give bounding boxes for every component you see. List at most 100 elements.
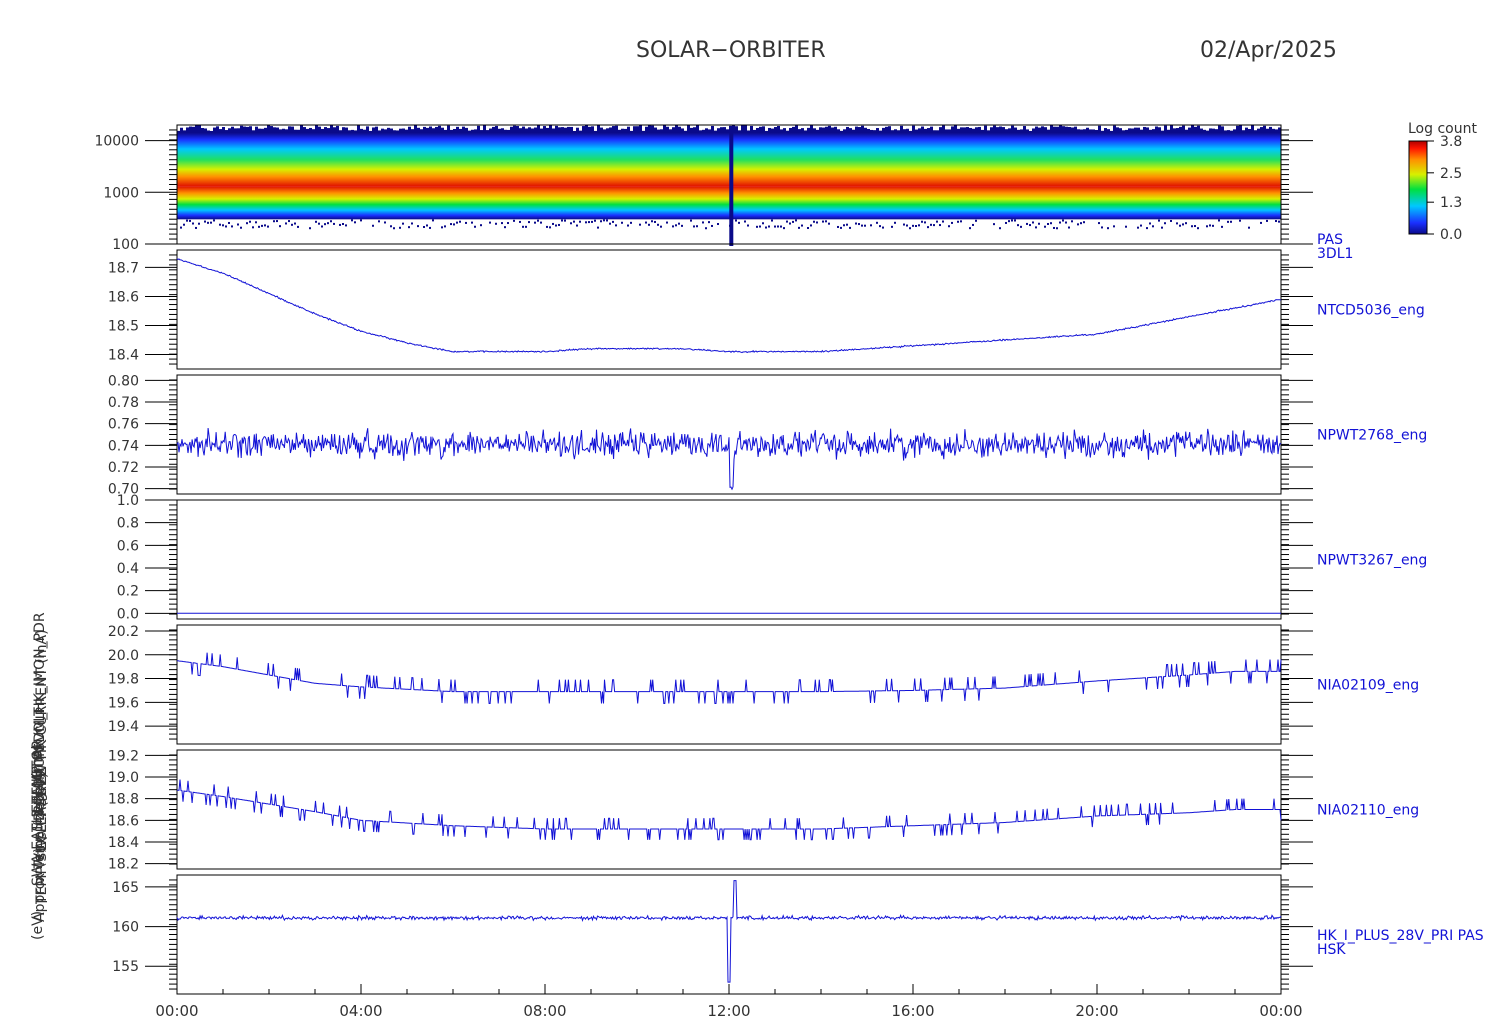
spectrogram-top-edge <box>924 128 927 134</box>
spectrogram-low-speckle <box>489 221 491 224</box>
spectrogram-low-speckle <box>471 221 473 224</box>
panel-6-tick-label: 18.8 <box>108 792 139 808</box>
spectrogram-low-speckle <box>1194 225 1196 228</box>
spectrogram-low-speckle <box>384 221 386 224</box>
spectrogram-low-speckle <box>612 220 614 223</box>
panel-3-right-label: NPWT2768_eng <box>1317 428 1427 444</box>
spectrogram-low-speckle <box>1266 219 1268 222</box>
spectrogram-low-speckle <box>294 222 296 225</box>
spectrogram-top-edge <box>750 125 753 134</box>
spectrogram-top-edge <box>1029 130 1032 134</box>
spectrogram-top-edge <box>291 126 294 134</box>
spectrogram-low-speckle <box>240 226 242 229</box>
spectrogram-low-speckle <box>417 225 419 228</box>
spectrogram-top-edge <box>303 127 306 134</box>
panel-4-tick-label: 0.2 <box>117 584 139 600</box>
panel-1-tick-label: 1000 <box>103 185 139 201</box>
spectrogram-top-edge <box>858 127 861 134</box>
spectrogram-low-speckle <box>1005 221 1007 224</box>
spectrogram-top-edge <box>873 130 876 134</box>
spectrogram-low-speckle <box>672 225 674 228</box>
spectrogram-top-edge <box>252 130 255 134</box>
spectrogram-top-edge <box>855 126 858 134</box>
spectrogram-top-edge <box>201 128 204 134</box>
spectrogram-top-edge <box>1074 126 1077 134</box>
spectrogram-top-edge <box>918 128 921 134</box>
spectrogram-top-edge <box>819 127 822 134</box>
spectrogram-top-edge <box>813 128 816 134</box>
spectrogram-top-edge <box>300 125 303 134</box>
panel-3-tick-label: 0.70 <box>108 482 139 498</box>
spectrogram-top-edge <box>852 129 855 134</box>
spectrogram-low-speckle <box>324 223 326 226</box>
spectrogram-top-edge <box>276 127 279 134</box>
spectrogram-lower-band <box>177 186 1281 220</box>
spectrogram-top-edge <box>453 129 456 134</box>
spectrogram-top-edge <box>696 125 699 134</box>
spectrogram-top-edge <box>1101 130 1104 134</box>
panel-2-tick-label: 18.4 <box>108 347 139 363</box>
spectrogram-top-edge <box>1161 130 1164 134</box>
spectrogram-top-edge <box>474 129 477 134</box>
spectrogram-top-edge <box>1173 128 1176 134</box>
spectrogram-top-edge <box>909 130 912 134</box>
spectrogram-low-speckle <box>585 221 587 224</box>
spectrogram-low-speckle <box>1068 226 1070 229</box>
spectrogram-low-speckle <box>795 219 797 222</box>
spectrogram-top-edge <box>198 125 201 134</box>
spectrogram-low-speckle <box>480 224 482 227</box>
spectrogram-low-speckle <box>429 226 431 229</box>
spectrogram-low-speckle <box>456 221 458 224</box>
spectrogram-top-edge <box>210 130 213 134</box>
panel-3-tick-label: 0.76 <box>108 417 139 433</box>
spectrogram-top-edge <box>1191 125 1194 134</box>
spectrogram-top-edge <box>1197 125 1200 134</box>
spectrogram-low-speckle <box>735 219 737 222</box>
x-tick-label: 08:00 <box>523 1002 566 1020</box>
spectrogram-low-speckle <box>390 225 392 228</box>
spectrogram-top-edge <box>468 130 471 134</box>
spectrogram-low-speckle <box>207 221 209 224</box>
spectrogram-top-edge <box>477 125 480 134</box>
spectrogram-low-speckle <box>756 225 758 228</box>
spectrogram-low-speckle <box>702 221 704 224</box>
spectrogram-top-edge <box>1041 126 1044 134</box>
spectrogram-low-speckle <box>378 220 380 223</box>
spectrogram-low-speckle <box>1212 224 1214 227</box>
spectrogram-low-speckle <box>372 224 374 227</box>
spectrogram-low-speckle <box>513 219 515 222</box>
spectrogram-low-speckle <box>507 222 509 225</box>
spectrogram-top-edge <box>1275 129 1278 134</box>
y-axis-label: (V) <box>32 847 48 868</box>
panel-3-tick-label: 0.72 <box>108 460 139 476</box>
spectrogram-low-speckle <box>204 220 206 223</box>
spectrogram-low-speckle <box>1083 221 1085 224</box>
spectrogram-low-speckle <box>246 222 248 225</box>
panel-5-right-label: NIA02109_eng <box>1317 678 1419 694</box>
spectrogram-low-speckle <box>864 224 866 227</box>
spectrogram-low-speckle <box>1038 222 1040 225</box>
spectrogram-top-edge <box>1143 126 1146 134</box>
spectrogram-top-edge <box>456 126 459 134</box>
panel-6-tick-label: 19.0 <box>108 770 139 786</box>
spectrogram-top-edge <box>420 129 423 134</box>
panel-2-tick-label: 18.7 <box>108 260 139 276</box>
spectrogram-top-edge <box>492 126 495 134</box>
spectrogram-top-edge <box>849 128 852 134</box>
panel-5-tick-label: 20.0 <box>108 648 139 664</box>
spectrogram-low-speckle <box>798 226 800 229</box>
spectrogram-low-speckle <box>1158 219 1160 222</box>
spectrogram-top-edge <box>597 125 600 134</box>
spectrogram-top-edge <box>1113 125 1116 134</box>
spectrogram-top-edge <box>687 125 690 134</box>
spectrogram-low-speckle <box>192 222 194 225</box>
spectrogram-low-speckle <box>1221 225 1223 228</box>
spectrogram-top-edge <box>1086 127 1089 134</box>
spectrogram-low-speckle <box>807 227 809 230</box>
spectrogram-top-edge <box>1239 125 1242 134</box>
spectrogram-low-speckle <box>840 226 842 229</box>
spectrogram-low-speckle <box>1071 220 1073 223</box>
spectrogram-top-edge <box>369 130 372 134</box>
spectrogram-top-edge <box>282 128 285 134</box>
panel-6-right-label: NIA02110_eng <box>1317 803 1419 819</box>
